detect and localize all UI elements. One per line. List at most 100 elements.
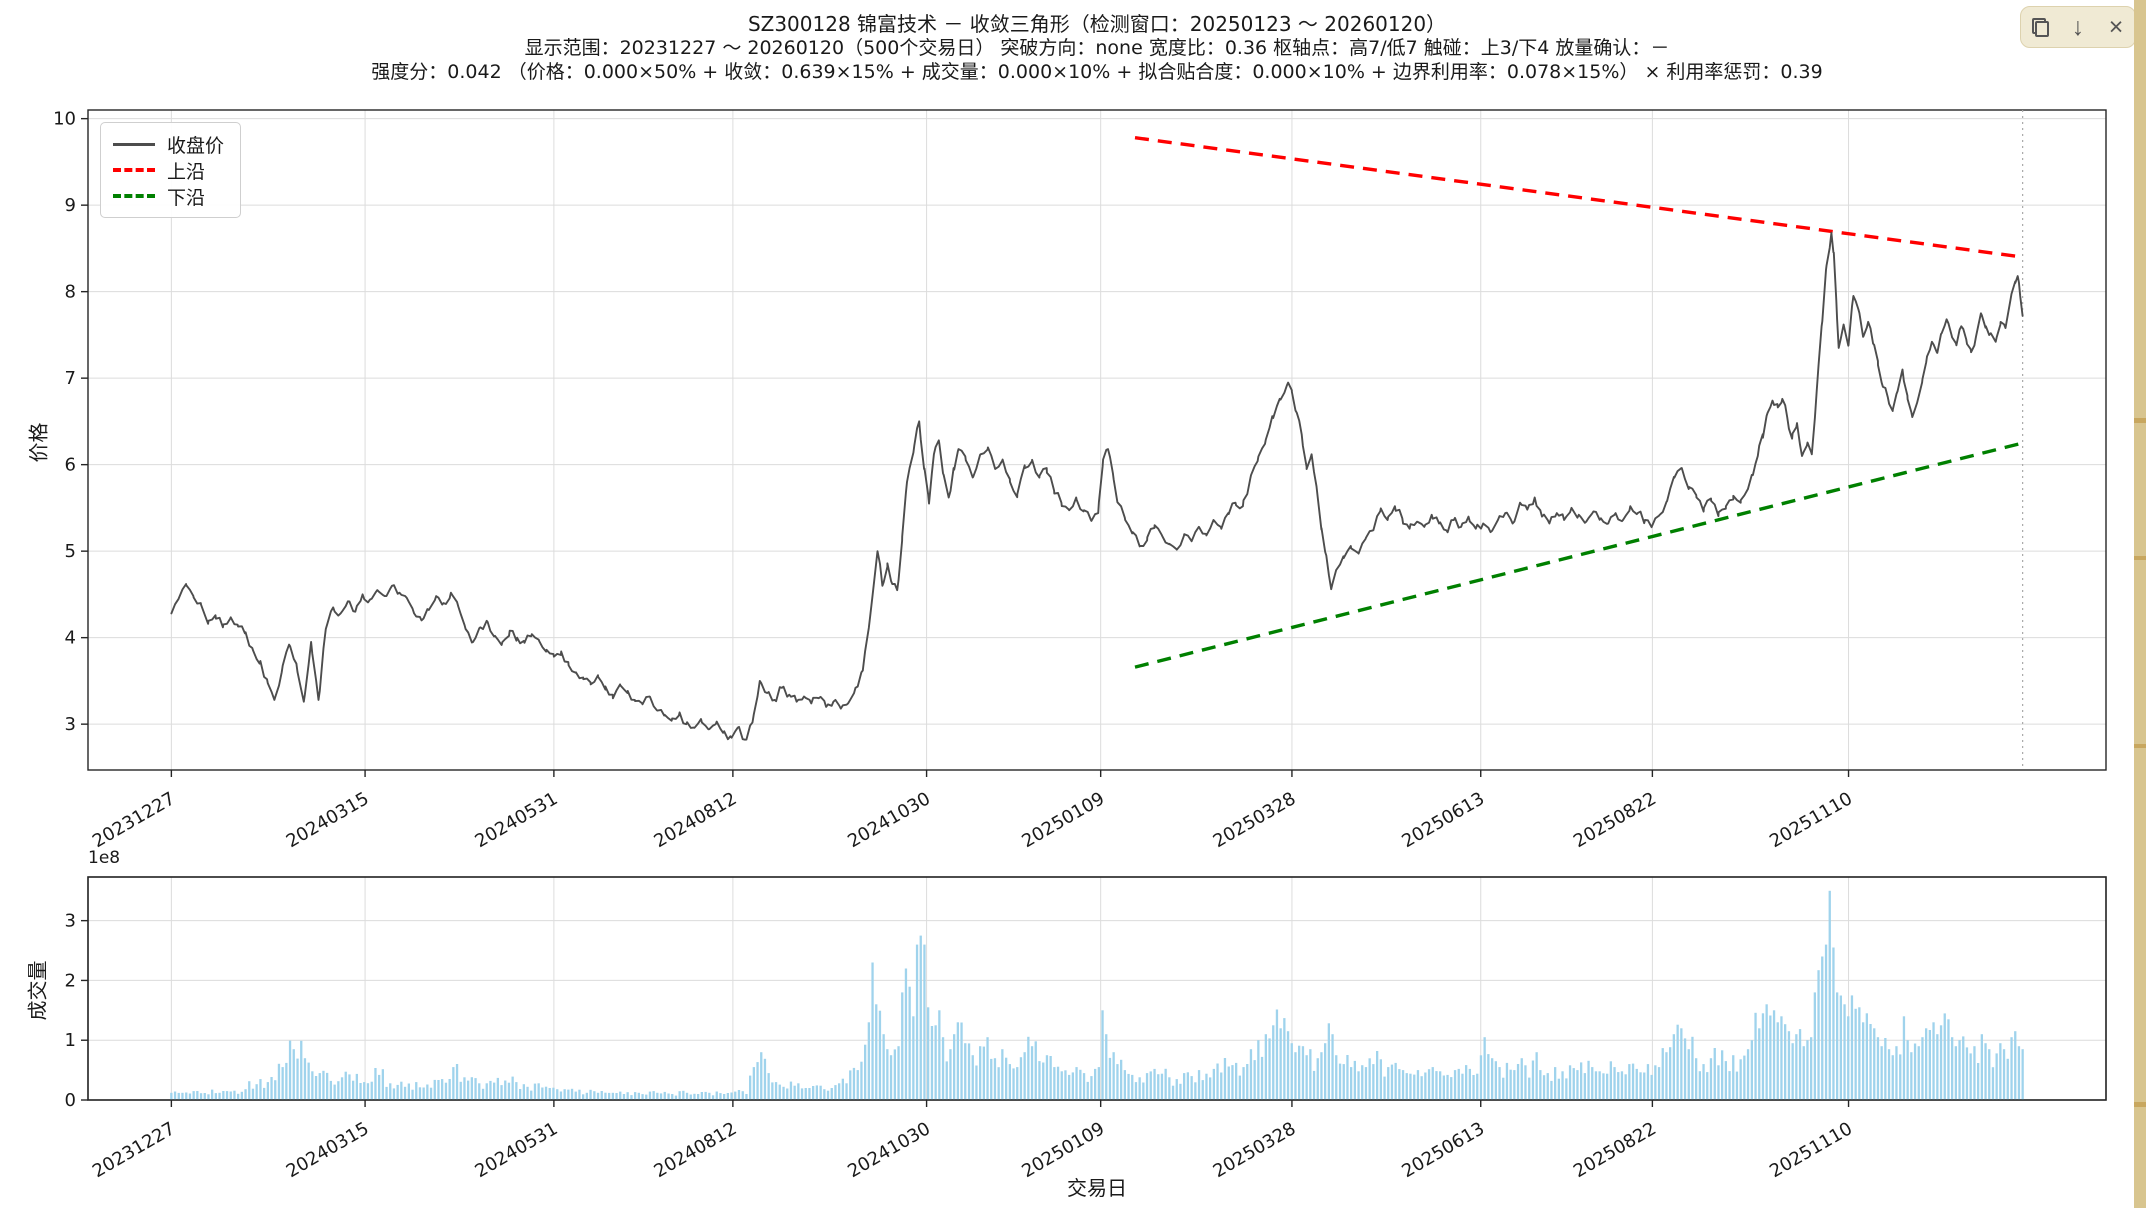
volume-bar [648,1091,652,1100]
volume-bar [474,1078,477,1100]
volume-bar [1090,1076,1093,1100]
volume-bar [1379,1059,1382,1100]
volume-bar [1253,1060,1256,1100]
volume-bar [1368,1058,1371,1100]
volume-bar [864,1044,867,1100]
volume-bar [1988,1049,1991,1100]
volume-bar [199,1093,203,1100]
volume-bar [782,1086,785,1100]
volume-bar [893,1049,896,1100]
volume-bar [303,1058,307,1100]
volume-bar [1038,1061,1041,1100]
volume-bar [352,1080,355,1100]
volume-bar [1665,1052,1668,1100]
close-button[interactable]: × [2102,12,2130,42]
volume-bar [1746,1049,1750,1100]
volume-bar [485,1083,488,1100]
volume-bar [1346,1055,1349,1100]
volume-bar [1461,1073,1464,1100]
volume-bar [990,1058,993,1100]
volume-bar [481,1088,485,1100]
volume-bar [852,1067,856,1100]
volume-bar [745,1094,748,1100]
volume-bar [1643,1072,1646,1100]
volume-bar [904,968,908,1100]
volume-bar [1824,944,1828,1100]
volume-bar [292,1049,295,1100]
volume-bar [1554,1067,1557,1100]
volume-bar [934,1025,937,1100]
volume-bar [1376,1051,1379,1100]
y-tick-label: 9 [65,195,76,216]
volume-bar [1561,1071,1564,1100]
volume-bar [1190,1076,1193,1100]
volume-bar [1943,1013,1946,1100]
volume-bar [300,1040,303,1100]
volume-bar [1453,1070,1457,1100]
volume-bar [1457,1068,1460,1100]
volume-bar [1097,1067,1100,1100]
volume-bar [374,1068,377,1100]
volume-axis-label: 成交量 [25,960,50,1021]
volume-bar [767,1073,770,1100]
volume-bar [1984,1043,1987,1100]
volume-bar [255,1084,258,1100]
volume-bar [1242,1067,1245,1100]
volume-bar [1546,1073,1549,1100]
volume-bar [1450,1077,1453,1100]
volume-bar [1505,1062,1509,1100]
volume-bar [589,1089,592,1100]
volume-bar [723,1094,726,1100]
volume-bar [1509,1069,1512,1100]
volume-bar [170,1092,173,1100]
right-scrollbar[interactable] [2134,0,2146,1208]
volume-bar [1524,1065,1527,1100]
volume-bar [630,1095,633,1100]
volume-bar [1531,1060,1535,1100]
volume-bar [1650,1074,1653,1100]
volume-bar [838,1083,841,1100]
volume-bar [288,1040,292,1100]
volume-bar [685,1092,689,1100]
volume-bar [1702,1064,1705,1100]
volume-bar [1372,1064,1375,1100]
volume-bar [1053,1067,1056,1100]
volume-bar [1223,1058,1227,1100]
volume-bar [307,1062,310,1100]
volume-bar [333,1084,336,1100]
volume-bar [1212,1068,1215,1100]
volume-bar [1583,1073,1586,1100]
volume-bar [1398,1069,1401,1100]
x-tick-label: 20231227 [89,788,179,852]
copy-button[interactable] [2026,12,2054,42]
volume-bar [537,1083,540,1100]
close-line-swatch [113,142,155,146]
volume-bar [708,1092,711,1100]
volume-bar [1906,1040,1909,1100]
volume-bar [804,1088,807,1100]
volume-bar [889,1055,893,1100]
volume-bar [519,1089,522,1100]
volume-bar [222,1091,225,1100]
volume-bar [1895,1046,1898,1100]
volume-bar [1153,1068,1156,1100]
volume-bar [396,1084,399,1100]
volume-bar [1275,1009,1279,1100]
volume-bar [1427,1069,1431,1100]
volume-bar [1580,1062,1583,1100]
volume-bar [541,1087,544,1100]
volume-bar [344,1071,347,1100]
volume-bar [1019,1057,1023,1100]
volume-bar [1973,1046,1976,1100]
volume-bar [1324,1043,1327,1100]
volume-bar [214,1093,217,1100]
volume-bar [225,1091,229,1100]
volume-bar [1064,1070,1067,1100]
volume-bar [1272,1025,1275,1100]
volume-bar [593,1091,596,1100]
download-button[interactable]: ↓ [2064,12,2092,42]
volume-bar [808,1088,811,1100]
volume-bar [975,1065,978,1100]
volume-bar [448,1079,451,1100]
volume-bar [526,1086,529,1100]
